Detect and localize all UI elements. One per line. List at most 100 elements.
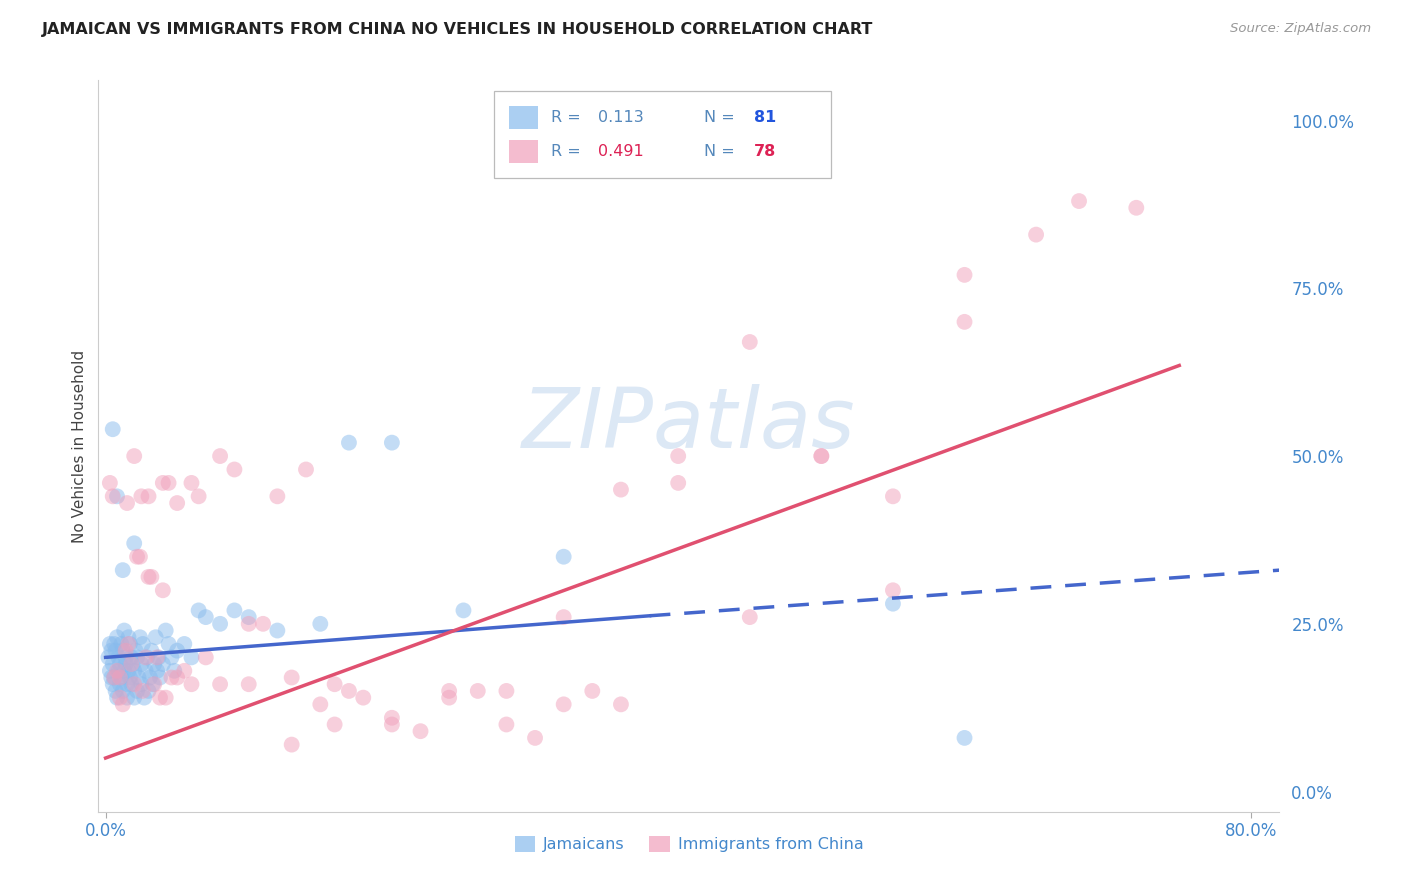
Point (666, 449, 689, 463)
Point (111, 698, 134, 712)
Text: R =: R = (551, 144, 586, 159)
Point (131, 677, 153, 691)
Point (148, 650, 170, 665)
Point (105, 664, 128, 678)
Point (155, 624, 177, 638)
Point (553, 698, 575, 712)
Point (104, 643, 127, 657)
Point (323, 717, 346, 731)
Point (145, 630, 167, 644)
Point (224, 462, 246, 476)
Point (124, 643, 146, 657)
Point (107, 664, 129, 678)
Point (114, 650, 136, 665)
Point (108, 671, 131, 685)
Point (337, 435, 360, 450)
Point (666, 475, 689, 490)
Point (610, 698, 633, 712)
Point (495, 684, 517, 698)
Point (309, 616, 332, 631)
Point (131, 657, 153, 671)
Point (115, 677, 138, 691)
Point (101, 489, 124, 503)
Point (166, 496, 188, 510)
Point (103, 637, 125, 651)
Point (100, 671, 122, 685)
Text: JAMAICAN VS IMMIGRANTS FROM CHINA NO VEHICLES IN HOUSEHOLD CORRELATION CHART: JAMAICAN VS IMMIGRANTS FROM CHINA NO VEH… (42, 22, 873, 37)
FancyBboxPatch shape (509, 139, 537, 163)
Point (141, 570, 163, 584)
Point (524, 731, 547, 745)
Point (100, 643, 122, 657)
Y-axis label: No Vehicles in Household: No Vehicles in Household (72, 350, 87, 542)
Point (105, 690, 128, 705)
Point (209, 616, 232, 631)
Point (266, 624, 288, 638)
Point (98, 637, 121, 651)
Point (122, 536, 145, 550)
Point (146, 664, 169, 678)
Point (166, 671, 188, 685)
Point (187, 603, 209, 617)
Point (134, 690, 156, 705)
Point (142, 677, 165, 691)
Point (437, 690, 460, 705)
Point (553, 549, 575, 564)
Point (953, 315, 976, 329)
Point (101, 677, 124, 691)
Point (323, 677, 346, 691)
Point (209, 677, 232, 691)
Text: 81: 81 (754, 110, 776, 125)
Point (110, 671, 132, 685)
Point (163, 664, 186, 678)
Point (117, 637, 139, 651)
Point (738, 610, 761, 624)
Point (112, 624, 135, 638)
Point (180, 677, 202, 691)
Point (108, 690, 131, 705)
Point (738, 334, 761, 349)
Point (98, 475, 121, 490)
Point (166, 643, 188, 657)
Text: 0.491: 0.491 (598, 144, 644, 159)
Point (125, 650, 148, 665)
Point (122, 449, 145, 463)
Point (128, 671, 150, 685)
Point (146, 650, 169, 665)
Point (553, 610, 575, 624)
Point (107, 650, 129, 665)
Point (120, 677, 142, 691)
Point (581, 684, 603, 698)
Point (138, 489, 160, 503)
Point (122, 677, 145, 691)
Point (143, 677, 166, 691)
FancyBboxPatch shape (509, 106, 537, 129)
Point (122, 690, 145, 705)
Point (352, 690, 374, 705)
Text: ZIPatlas: ZIPatlas (522, 384, 856, 465)
Point (810, 449, 832, 463)
Point (180, 650, 202, 665)
Point (98, 664, 121, 678)
Point (173, 637, 195, 651)
Point (882, 583, 904, 598)
Point (953, 268, 976, 282)
Text: N =: N = (704, 144, 740, 159)
Point (114, 657, 136, 671)
Point (132, 684, 155, 698)
Point (266, 489, 288, 503)
Point (381, 435, 404, 450)
Point (882, 489, 904, 503)
Point (381, 711, 404, 725)
Point (437, 684, 460, 698)
Point (173, 664, 195, 678)
Point (381, 717, 404, 731)
Legend: Jamaicans, Immigrants from China: Jamaicans, Immigrants from China (508, 830, 870, 859)
Point (111, 563, 134, 577)
Point (143, 657, 166, 671)
Point (103, 671, 125, 685)
Point (138, 570, 160, 584)
Text: 78: 78 (754, 144, 776, 159)
Point (118, 671, 141, 685)
FancyBboxPatch shape (494, 91, 831, 178)
